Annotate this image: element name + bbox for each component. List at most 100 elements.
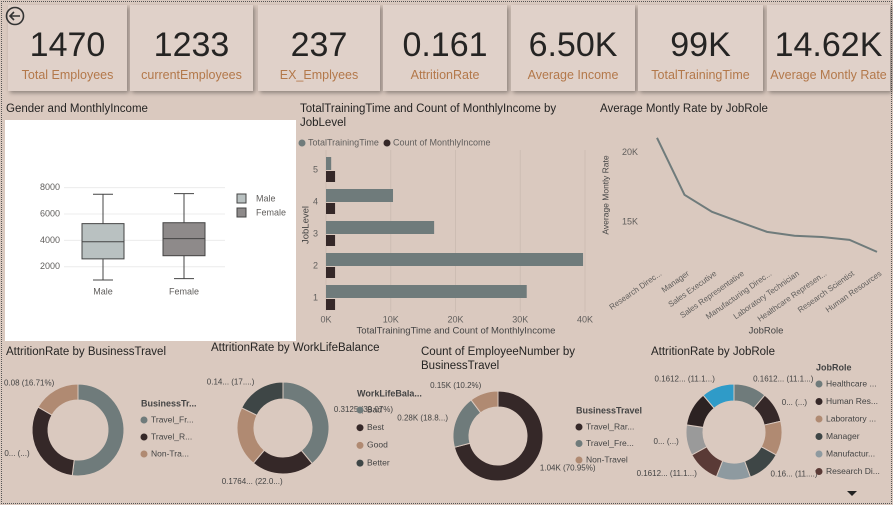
donut-slice xyxy=(240,381,284,416)
legend-swatch xyxy=(236,207,247,218)
chart-title: AttritionRate by WorkLifeBalance xyxy=(211,342,380,354)
donut-slice xyxy=(702,383,735,409)
x-tick-label: Male xyxy=(93,286,113,296)
kpi-card: 14.62K Average Montly Rate xyxy=(767,5,890,91)
chart-title: Count of EmployeeNumber by BusinessTrave… xyxy=(421,346,576,372)
donut-slice xyxy=(71,383,125,477)
legend-label: Travel_Fr... xyxy=(151,414,194,424)
donut-slice xyxy=(37,383,79,416)
data-label: 0.1612... (11.1...) xyxy=(655,374,716,383)
legend-label: Good xyxy=(367,440,388,450)
bar xyxy=(326,253,584,266)
kpi-label: Total Employees xyxy=(21,68,114,82)
donut-slice xyxy=(31,406,75,477)
kpi-value: 14.62K xyxy=(774,26,883,64)
kpi-label: currentEmployees xyxy=(141,68,242,82)
data-label: 0.1612... (11.1...) xyxy=(753,374,814,383)
legend-label: Best xyxy=(367,422,385,432)
legend-marker xyxy=(356,406,364,414)
chart-title: AttritionRate by BusinessTravel xyxy=(6,346,167,358)
legend-label: Count of MonthlyIncome xyxy=(393,137,491,147)
legend-label: TotalTrainingTime xyxy=(308,137,379,147)
kpi-value: 6.50K xyxy=(528,26,618,64)
legend-label: Non-Tra... xyxy=(151,448,189,458)
legend-label: Research Di... xyxy=(826,466,880,476)
x-tick-label: Female xyxy=(169,286,199,296)
data-label: 0.28K (18.8...) xyxy=(397,414,448,423)
donut-slice xyxy=(252,449,313,475)
data-label: 0... (...) xyxy=(782,398,808,407)
kpi-card: 0.161 AttritionRate xyxy=(383,5,507,91)
data-label: 0.14... (17....) xyxy=(207,377,255,386)
legend-marker xyxy=(815,468,823,475)
legend-marker xyxy=(140,450,148,458)
bar xyxy=(326,267,336,278)
legend-marker xyxy=(815,450,823,458)
kpi-value: 237 xyxy=(290,26,348,64)
x-tick-label: 40K xyxy=(577,314,593,324)
donut-slice xyxy=(282,381,330,465)
y-tick-label: 4000 xyxy=(40,235,60,245)
legend-title: JobRole xyxy=(816,362,852,372)
bar xyxy=(326,189,394,202)
y-tick-label: 15K xyxy=(622,216,638,226)
bar xyxy=(326,299,336,310)
legend-label: Manager xyxy=(826,431,860,441)
kpi-card: 237 EX_Emplyees xyxy=(258,5,380,91)
kpi-card: 99K TotalTrainingTime xyxy=(638,5,763,91)
legend-marker xyxy=(815,415,823,423)
donut-slice xyxy=(453,390,544,482)
data-label: 0.15K (10.2%) xyxy=(430,381,481,390)
kpi-label: Average Montly Rate xyxy=(770,68,887,82)
kpi-card: 1233 currentEmployees xyxy=(130,5,253,91)
data-label: 0... (...) xyxy=(4,449,30,458)
bar xyxy=(326,285,527,298)
kpi-value: 0.161 xyxy=(402,26,488,64)
legend-marker xyxy=(815,398,823,405)
x-tick-label: Research Direc... xyxy=(608,269,664,312)
chart-title: Gender and MonthlyIncome xyxy=(6,103,148,115)
legend-label: Travel_Fre... xyxy=(586,438,634,448)
kpi-label: AttritionRate xyxy=(410,68,480,82)
y-axis-label: Average Montly Rate xyxy=(600,155,610,234)
data-label: 0.16... (11....) xyxy=(771,470,818,479)
legend-marker xyxy=(815,433,823,440)
data-label: 0.08 (16.71%) xyxy=(4,378,55,387)
x-tick-label: 20K xyxy=(447,314,463,324)
y-tick-label: 1 xyxy=(313,292,318,302)
box xyxy=(162,222,206,257)
y-tick-label: 2 xyxy=(313,260,318,270)
legend-label: Female xyxy=(256,207,286,217)
box-panel xyxy=(5,120,296,341)
kpi-card: 6.50K Average Income xyxy=(511,5,635,91)
x-tick-label: 0K xyxy=(320,314,331,324)
kpi-label: EX_Emplyees xyxy=(279,68,359,82)
legend-title: WorkLifeBala... xyxy=(357,388,422,398)
legend-marker xyxy=(140,433,148,441)
legend-label: Non-Travel xyxy=(586,454,628,464)
legend-title: BusinessTravel xyxy=(576,405,642,415)
chart-title: AttritionRate by JobRole xyxy=(651,346,776,358)
y-tick-label: 8000 xyxy=(40,182,60,192)
data-label: 0... (...) xyxy=(654,437,680,446)
legend-label: Manufactur... xyxy=(826,448,875,458)
legend-marker xyxy=(356,459,364,467)
kpi-label: Average Income xyxy=(527,68,619,82)
bar xyxy=(326,157,332,170)
y-tick-label: 2000 xyxy=(40,261,60,271)
kpi-value: 99K xyxy=(670,26,731,64)
kpi-value: 1470 xyxy=(29,26,106,64)
x-tick-label: 10K xyxy=(383,314,399,324)
legend-marker xyxy=(356,424,364,432)
line xyxy=(656,137,878,253)
legend-marker xyxy=(575,423,583,431)
data-label: 0.1612... (11.1...) xyxy=(637,469,698,478)
y-tick-label: 20K xyxy=(622,147,638,157)
legend-label: Laboratory ... xyxy=(826,413,876,423)
y-tick-label: 6000 xyxy=(40,208,60,218)
legend-label: Healthcare ... xyxy=(826,378,877,388)
legend-marker xyxy=(298,139,306,147)
data-label: 0.1764... (22.0...) xyxy=(222,477,283,486)
legend-marker xyxy=(815,380,823,388)
